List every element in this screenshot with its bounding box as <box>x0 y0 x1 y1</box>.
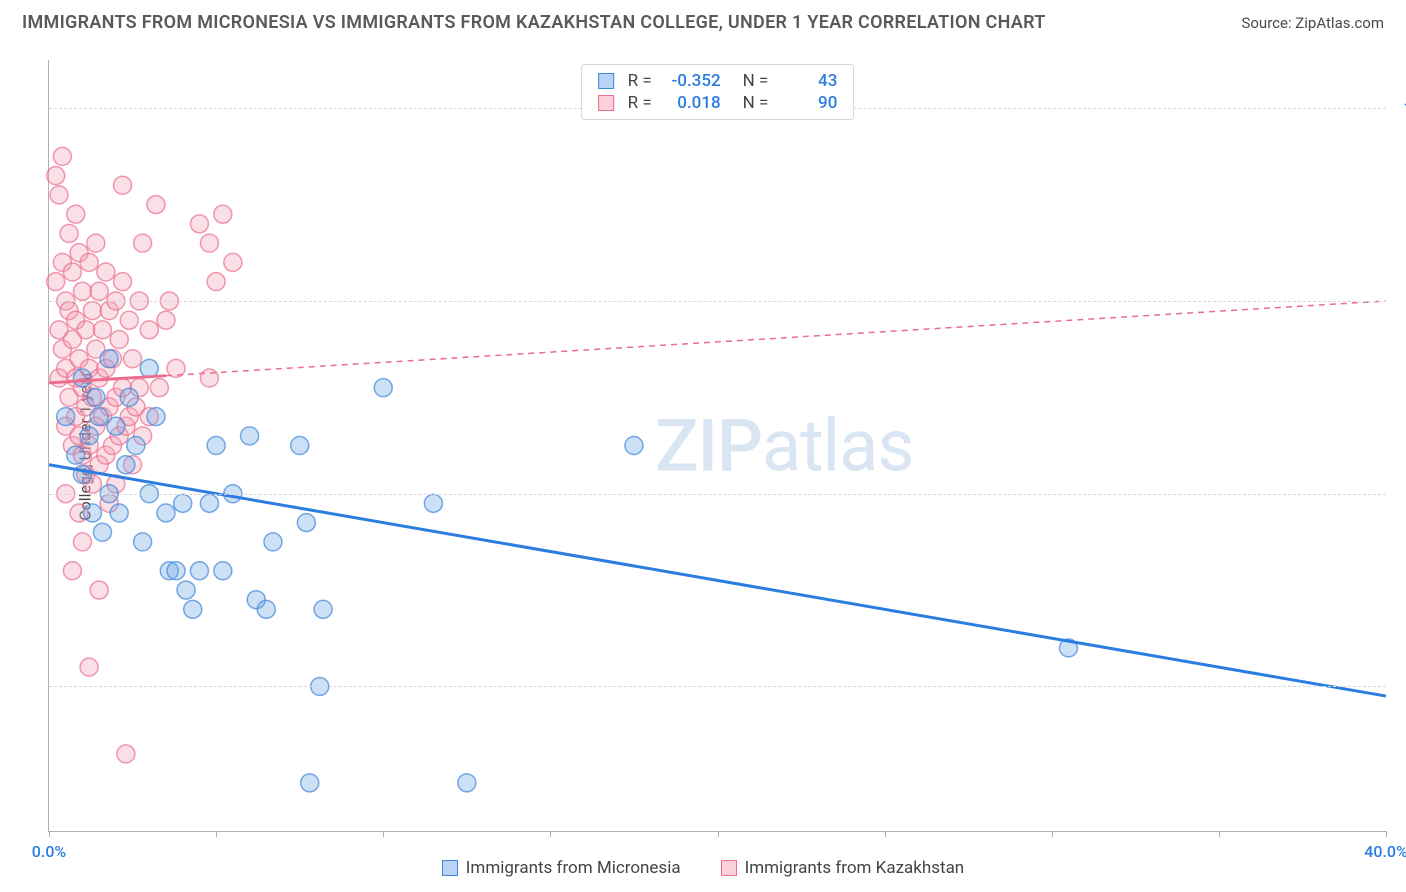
legend-item-kazakhstan: Immigrants from Kazakhstan <box>721 858 965 878</box>
legend-item-micronesia: Immigrants from Micronesia <box>442 858 681 878</box>
n-label: N = <box>743 93 769 113</box>
stats-row-micronesia: R = -0.352 N = 43 <box>598 71 838 91</box>
chart-title: IMMIGRANTS FROM MICRONESIA VS IMMIGRANTS… <box>22 12 1046 33</box>
r-label: R = <box>628 71 652 91</box>
source-label: Source: ZipAtlas.com <box>1241 14 1384 32</box>
legend-label: Immigrants from Micronesia <box>466 858 681 878</box>
legend-swatch-icon <box>442 860 458 876</box>
legend-swatch-icon <box>721 860 737 876</box>
r-value: 0.018 <box>666 93 721 113</box>
r-label: R = <box>628 93 652 113</box>
swatch-micronesia-icon <box>598 73 614 89</box>
stats-row-kazakhstan: R = 0.018 N = 90 <box>598 93 838 113</box>
chart-area: R = -0.352 N = 43 R = 0.018 N = 90 ZIPat… <box>48 60 1386 832</box>
swatch-kazakhstan-icon <box>598 95 614 111</box>
n-value: 90 <box>782 93 837 113</box>
legend-label: Immigrants from Kazakhstan <box>745 858 965 878</box>
scatter-plot <box>49 60 1386 831</box>
stats-legend-box: R = -0.352 N = 43 R = 0.018 N = 90 <box>581 64 855 120</box>
header: IMMIGRANTS FROM MICRONESIA VS IMMIGRANTS… <box>0 0 1406 43</box>
n-value: 43 <box>782 71 837 91</box>
r-value: -0.352 <box>666 71 721 91</box>
bottom-legend: Immigrants from Micronesia Immigrants fr… <box>0 858 1406 878</box>
n-label: N = <box>743 71 769 91</box>
